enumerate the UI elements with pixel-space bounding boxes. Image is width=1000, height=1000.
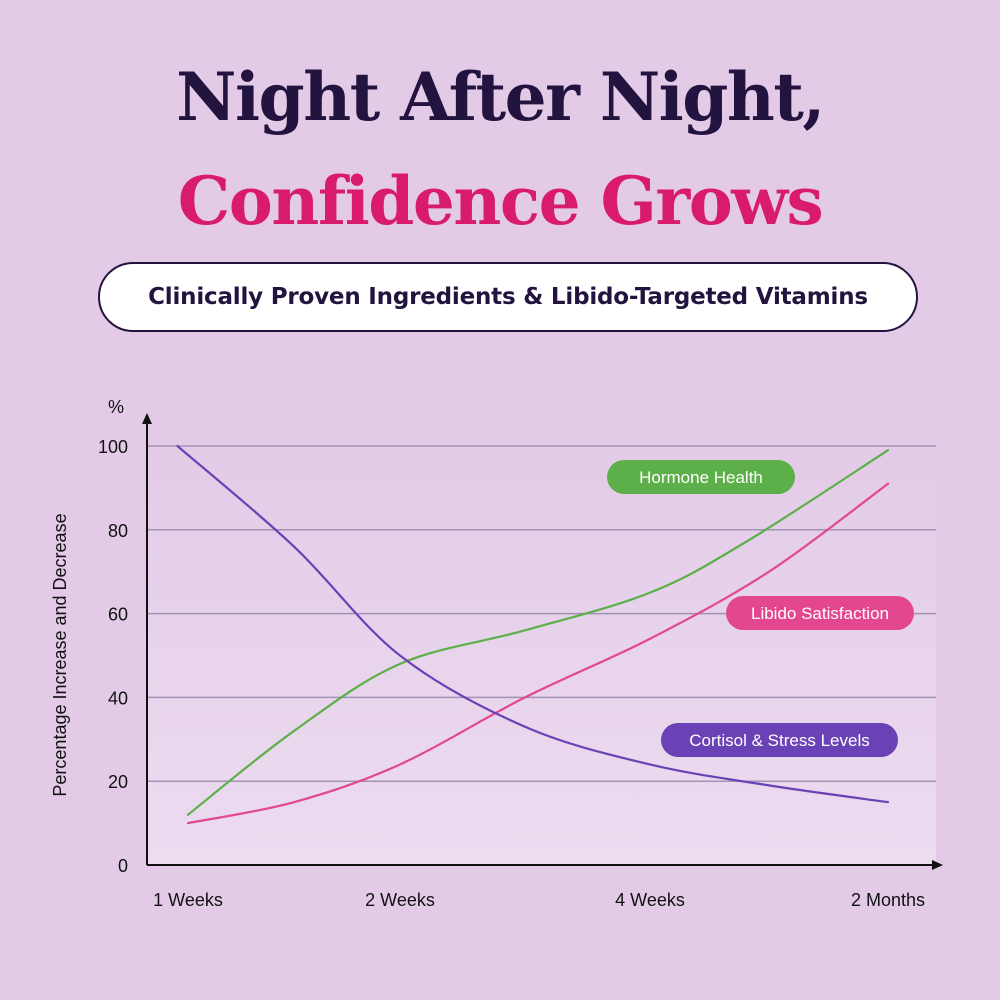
y-tick-label: 20 xyxy=(108,772,128,792)
legend-label-cortisol-stress: Cortisol & Stress Levels xyxy=(689,731,869,750)
legend-pill-libido-satisfaction xyxy=(726,596,914,630)
x-tick-label: 2 Months xyxy=(851,890,925,910)
series-line-cortisol-stress xyxy=(176,444,890,804)
headline-line-1: Night After Night, xyxy=(176,58,825,136)
x-tick-label: 1 Weeks xyxy=(153,890,223,910)
legend-pill-hormone-health xyxy=(607,460,795,494)
plot-area xyxy=(147,446,936,865)
headline-line-2: Confidence Grows xyxy=(177,162,824,240)
y-tick-label: 40 xyxy=(108,688,128,708)
legend-label-libido-satisfaction: Libido Satisfaction xyxy=(751,604,889,623)
x-tick-label: 4 Weeks xyxy=(615,890,685,910)
y-unit-label: % xyxy=(108,397,124,417)
y-tick-label: 100 xyxy=(98,437,128,457)
y-axis-title: Percentage Increase and Decrease xyxy=(50,513,70,796)
subtitle-text: Clinically Proven Ingredients & Libido-T… xyxy=(148,284,868,310)
x-axis-arrow-icon xyxy=(932,860,943,870)
series-line-libido-satisfaction xyxy=(186,482,890,825)
subtitle-pill: Clinically Proven Ingredients & Libido-T… xyxy=(98,262,918,332)
y-axis-arrow-icon xyxy=(142,413,152,424)
legend-label-hormone-health: Hormone Health xyxy=(639,468,763,487)
series-line-hormone-health xyxy=(186,449,890,816)
y-tick-label: 0 xyxy=(118,856,128,876)
y-tick-label: 80 xyxy=(108,521,128,541)
x-tick-label: 2 Weeks xyxy=(365,890,435,910)
legend-pill-cortisol-stress xyxy=(661,723,898,757)
y-tick-label: 60 xyxy=(108,605,128,625)
